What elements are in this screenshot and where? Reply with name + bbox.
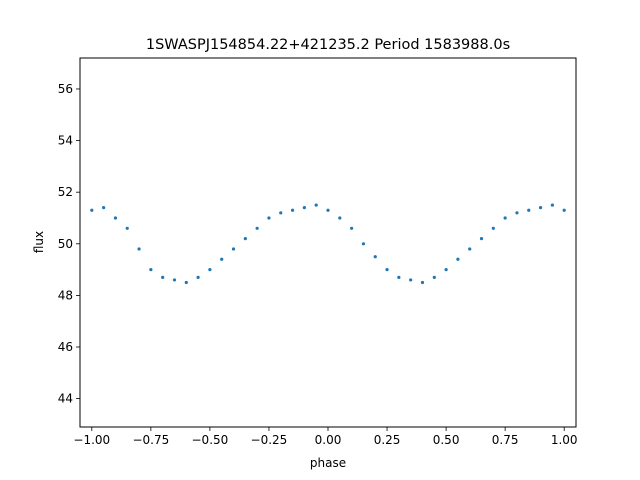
scatter-point <box>527 208 531 212</box>
scatter-point <box>302 206 306 210</box>
scatter-point <box>172 278 177 282</box>
x-tick-label: 1.00 <box>551 433 578 447</box>
x-tick-label: −1.00 <box>73 433 110 447</box>
scatter-point <box>515 211 519 215</box>
scatter-point <box>550 203 554 207</box>
y-tick-label: 52 <box>58 185 73 199</box>
scatter-point <box>243 237 247 241</box>
scatter-point <box>562 208 566 212</box>
y-tick-label: 48 <box>58 288 73 302</box>
scatter-point <box>538 206 543 210</box>
scatter-point <box>149 267 153 272</box>
scatter-point <box>231 247 236 251</box>
scatter-point <box>90 208 94 212</box>
x-tick-label: 0.75 <box>492 433 519 447</box>
y-tick-label: 46 <box>58 340 73 354</box>
scatter-point <box>314 203 318 207</box>
scatter-point <box>255 226 259 230</box>
scatter-point <box>373 255 377 259</box>
scatter-point <box>208 267 212 272</box>
y-axis-label: flux <box>32 231 46 253</box>
x-tick-label: −0.75 <box>132 433 169 447</box>
x-axis-label: phase <box>310 456 346 470</box>
y-tick-label: 56 <box>58 82 73 96</box>
y-tick-label: 54 <box>58 134 73 148</box>
scatter-point <box>361 242 366 246</box>
scatter-point <box>385 267 389 272</box>
scatter-point <box>409 278 413 282</box>
x-tick-label: 0.25 <box>374 433 401 447</box>
x-tick-label: −0.25 <box>251 433 288 447</box>
scatter-point <box>326 208 330 212</box>
scatter-points <box>90 203 566 285</box>
x-tick-label: 0.00 <box>315 433 342 447</box>
scatter-point <box>503 216 507 220</box>
scatter-point <box>196 275 200 279</box>
scatter-point <box>113 216 118 220</box>
scatter-point <box>479 237 484 241</box>
scatter-point <box>279 211 283 215</box>
chart-title: 1SWASPJ154854.22+421235.2 Period 1583988… <box>146 37 510 53</box>
y-tick-label: 50 <box>58 237 73 251</box>
x-tick-label: −0.50 <box>192 433 229 447</box>
x-tick-label: 0.50 <box>433 433 460 447</box>
scatter-point <box>290 208 295 212</box>
y-tick-label: 44 <box>58 392 73 406</box>
scatter-point <box>468 247 472 251</box>
scatter-point <box>161 275 165 279</box>
scatter-point <box>220 257 224 261</box>
scatter-point <box>267 216 271 220</box>
scatter-point <box>491 226 495 230</box>
scatter-point <box>125 226 129 230</box>
scatter-point <box>102 206 106 210</box>
scatter-point <box>137 247 141 251</box>
scatter-point <box>184 280 188 285</box>
x-axis: −1.00 −0.75 −0.50 −0.25 0.00 0.25 0.50 0.75 1.00 <box>73 427 578 447</box>
scatter-point <box>432 275 436 279</box>
scatter-point <box>420 280 425 285</box>
scatter-point <box>350 226 354 230</box>
scatter-point <box>338 216 342 220</box>
scatter-point <box>456 257 460 261</box>
y-axis: 44 46 48 50 52 54 56 <box>58 82 80 406</box>
scatter-point <box>444 267 448 272</box>
scatter-point <box>397 275 401 279</box>
